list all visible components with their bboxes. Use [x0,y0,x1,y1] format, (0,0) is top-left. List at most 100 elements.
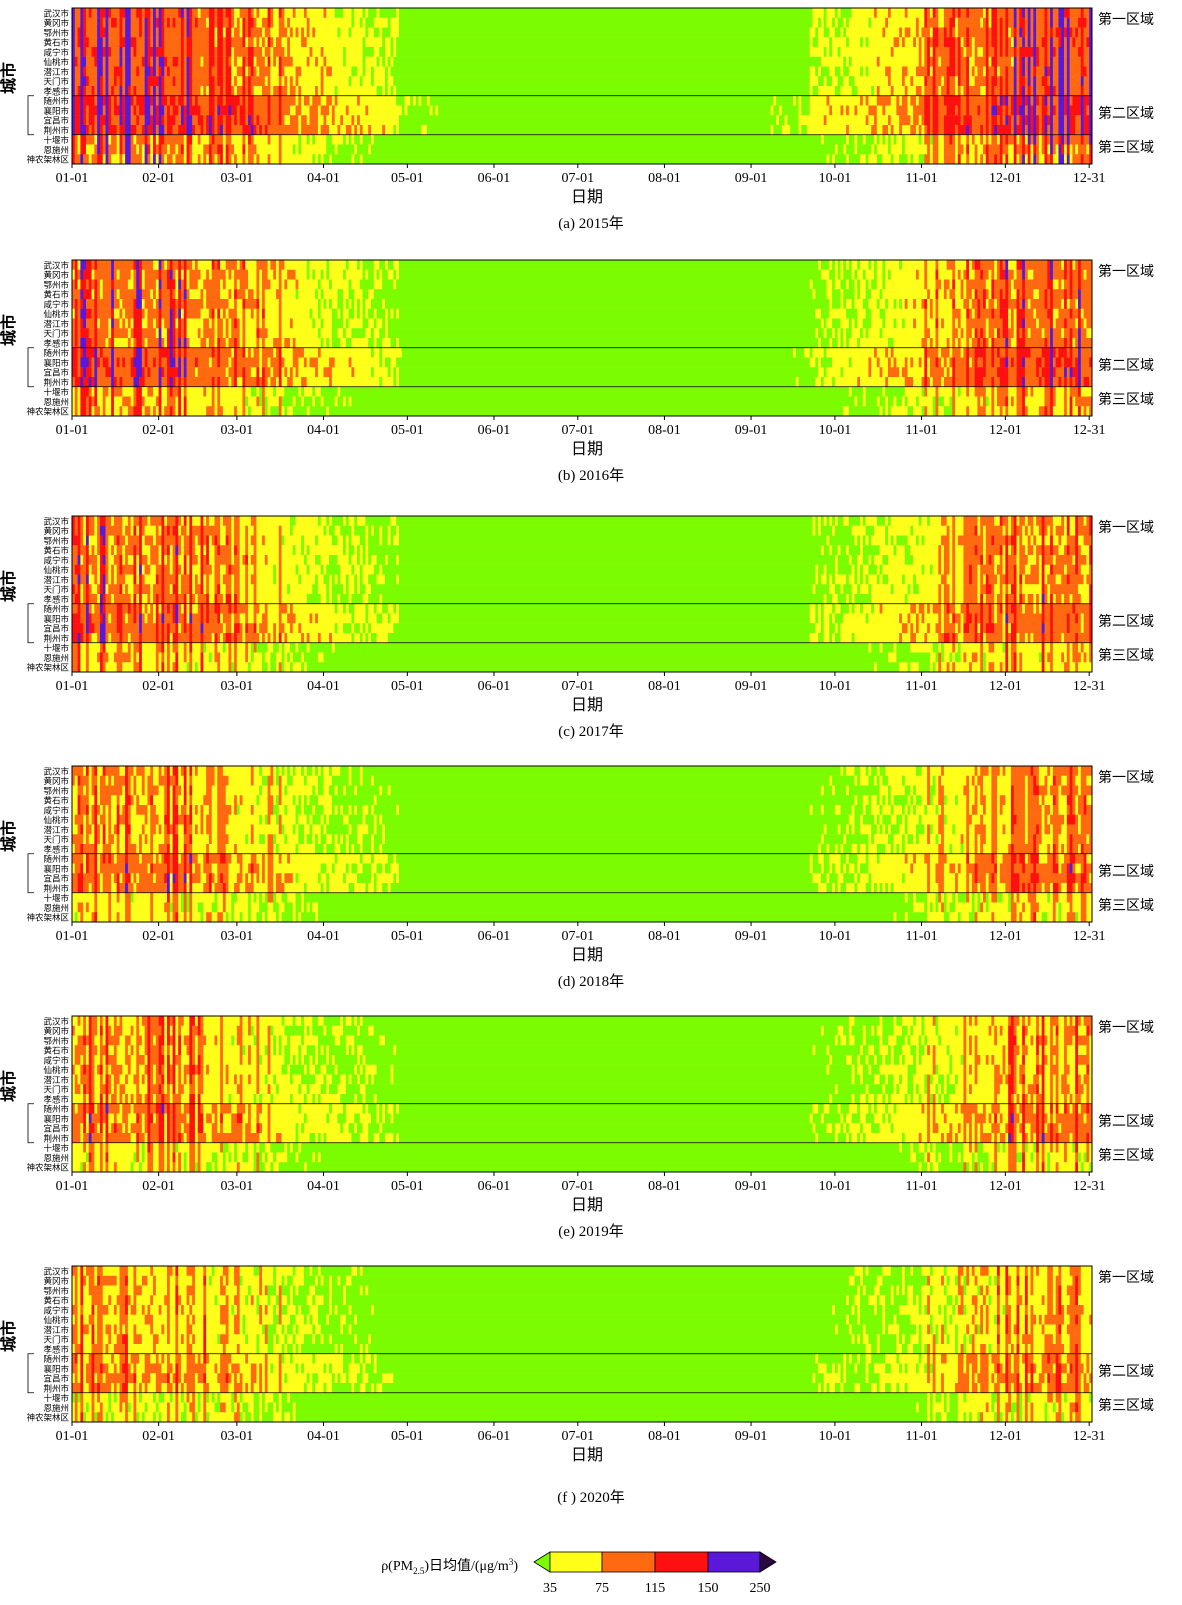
heatmap-cell [435,106,438,116]
heatmap-cell [1005,154,1008,164]
heatmap-cell [164,516,167,526]
heatmap-cell [94,125,97,135]
heatmap-cell [969,57,975,67]
heatmap-cell [1017,67,1020,77]
heatmap-cell [991,115,997,125]
heatmap-cell [133,387,136,397]
heatmap-cell [237,299,243,309]
heatmap-cell [1042,536,1045,546]
heatmap-cell [215,8,218,18]
heatmap-cell [120,584,123,594]
heatmap-cell [972,309,975,319]
heatmap-cell [1011,106,1014,116]
heatmap-cell [813,526,816,536]
heatmap-cell [122,299,133,309]
heatmap-cell [824,594,827,604]
heatmap-cell [161,86,164,96]
heatmap-cell [899,299,902,309]
heatmap-cell [871,125,877,135]
heatmap-cell [142,545,151,555]
heatmap-cell [877,358,880,368]
heatmap-cell [986,57,989,67]
heatmap-cell [1081,594,1090,604]
heatmap-cell [938,18,944,28]
heatmap-cell [1053,96,1059,106]
heatmap-cell [1042,145,1045,155]
heatmap-cell [1014,154,1017,164]
heatmap-cell [368,555,371,565]
heatmap-cell [1042,545,1045,555]
heatmap-cell [388,270,394,280]
heatmap-cell [1075,545,1078,555]
heatmap-cell [1070,145,1073,155]
heatmap-cell [1064,37,1067,47]
heatmap-cell [393,86,396,96]
heatmap-cell [259,604,265,614]
heatmap-cell [1031,135,1034,145]
heatmap-cell [885,526,888,536]
heatmap-cell [1061,37,1064,47]
heatmap-cell [111,47,120,57]
heatmap-cell [245,565,248,575]
heatmap-cell [1033,96,1036,106]
heatmap-cell [226,135,232,145]
heatmap-cell [326,584,329,594]
heatmap-cell [908,299,914,309]
heatmap-cell [963,575,969,585]
heatmap-cell [1033,18,1036,28]
heatmap-cell [175,604,178,614]
heatmap-cell [142,584,151,594]
heatmap-cell [955,76,958,86]
heatmap-cell [1078,328,1081,338]
heatmap-cell [301,135,307,145]
heatmap-cell [1081,67,1087,77]
heatmap-cell [994,86,1000,96]
heatmap-cell [329,575,332,585]
heatmap-cell [854,106,857,116]
heatmap-cell [195,96,198,106]
heatmap-cell [231,526,234,536]
heatmap-cell [360,154,363,164]
heatmap-cell [927,377,930,387]
heatmap-cell [217,47,223,57]
heatmap-cell [1017,406,1023,416]
heatmap-cell [913,154,919,164]
heatmap-cell [147,145,150,155]
heatmap-cell [868,358,871,368]
heatmap-cell [329,594,332,604]
heatmap-cell [955,526,964,536]
heatmap-cell [868,584,871,594]
heatmap-cell [1061,516,1064,526]
heatmap-cell [1050,18,1053,28]
heatmap-cell [983,154,986,164]
heatmap-cell [815,358,818,368]
heatmap-cell [147,37,150,47]
heatmap-cell [840,270,843,280]
heatmap-cell [1014,280,1023,290]
heatmap-cell [351,367,354,377]
heatmap-cell [231,76,234,86]
heatmap-cell [220,358,229,368]
heatmap-cell [111,367,114,377]
heatmap-cell [815,309,821,319]
heatmap-cell [220,516,223,526]
heatmap-cell [832,526,835,536]
heatmap-cell [818,28,824,38]
heatmap-cell [206,584,209,594]
heatmap-cell [997,67,1000,77]
heatmap-cell [882,367,888,377]
heatmap-cell [94,348,97,358]
heatmap-cell [254,135,268,145]
heatmap-cell [279,565,282,575]
heatmap-cell [346,125,352,135]
heatmap-cell [131,135,134,145]
heatmap-cell [178,575,181,585]
heatmap-cell [955,604,961,614]
heatmap-cell [989,135,992,145]
heatmap-cell [983,67,986,77]
heatmap-cell [899,115,910,125]
heatmap-cell [821,526,832,536]
heatmap-cell [145,270,159,280]
heatmap-cell [237,545,240,555]
heatmap-cell [72,289,81,299]
